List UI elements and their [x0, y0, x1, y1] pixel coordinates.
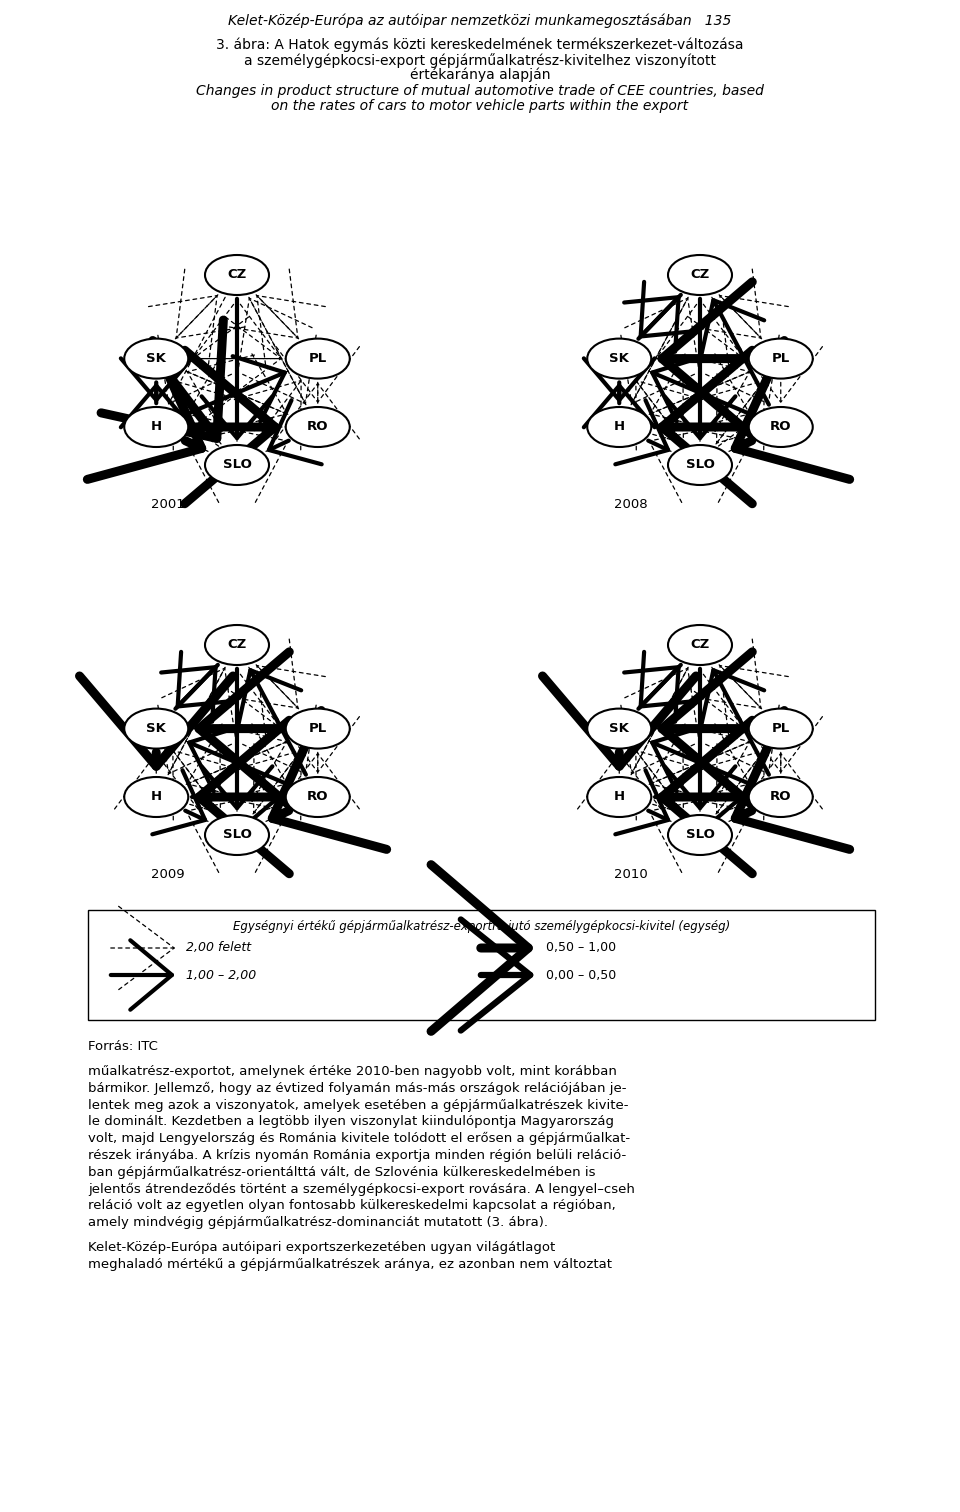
Text: CZ: CZ: [690, 638, 709, 652]
Ellipse shape: [286, 709, 349, 748]
Text: 0,00 – 0,50: 0,00 – 0,50: [546, 969, 616, 981]
Text: jelentős átrendeződés történt a személygépkocsi-export rovására. A lengyel–cseh: jelentős átrendeződés történt a személyg…: [88, 1182, 635, 1196]
Text: SK: SK: [146, 352, 166, 364]
Ellipse shape: [588, 407, 651, 448]
Text: H: H: [613, 420, 625, 434]
Ellipse shape: [205, 256, 269, 295]
Text: RO: RO: [770, 791, 791, 803]
Text: PL: PL: [772, 352, 790, 364]
Text: reláció volt az egyetlen olyan fontosabb külkereskedelmi kapcsolat a régióban,: reláció volt az egyetlen olyan fontosabb…: [88, 1199, 615, 1213]
Ellipse shape: [286, 339, 349, 378]
Text: Egységnyi értékű gépjárműalkatrész-exportra jutó személygépkocsi-kivitel (egység: Egységnyi értékű gépjárműalkatrész-expor…: [233, 919, 731, 933]
Text: a személygépkocsi-export gépjárműalkatrész-kivitelhez viszonyított: a személygépkocsi-export gépjárműalkatré…: [244, 53, 716, 68]
Ellipse shape: [668, 624, 732, 665]
Text: CZ: CZ: [228, 269, 247, 281]
Ellipse shape: [286, 777, 349, 816]
Text: Kelet-Közép-Európa az autóipar nemzetközi munkamegosztásában   135: Kelet-Közép-Európa az autóipar nemzetköz…: [228, 14, 732, 29]
Text: CZ: CZ: [228, 638, 247, 652]
Text: SLO: SLO: [223, 458, 252, 472]
Ellipse shape: [668, 815, 732, 854]
Text: bármikor. Jellemző, hogy az évtized folyamán más-más országok relációjában je-: bármikor. Jellemző, hogy az évtized foly…: [88, 1081, 627, 1095]
Text: le dominált. Kezdetben a legtöbb ilyen viszonylat kiindulópontja Magyarország: le dominált. Kezdetben a legtöbb ilyen v…: [88, 1116, 614, 1128]
Ellipse shape: [124, 339, 188, 378]
Ellipse shape: [588, 339, 651, 378]
Text: on the rates of cars to motor vehicle parts within the export: on the rates of cars to motor vehicle pa…: [272, 98, 688, 113]
Ellipse shape: [749, 339, 813, 378]
Text: SK: SK: [146, 723, 166, 735]
Text: CZ: CZ: [690, 269, 709, 281]
Ellipse shape: [668, 445, 732, 485]
Text: Kelet-Közép-Európa autóipari exportszerkezetében ugyan világátlagot: Kelet-Közép-Európa autóipari exportszerk…: [88, 1241, 555, 1253]
Ellipse shape: [588, 777, 651, 816]
Text: H: H: [151, 791, 162, 803]
Ellipse shape: [588, 709, 651, 748]
Ellipse shape: [286, 407, 349, 448]
Text: volt, majd Lengyelország és Románia kivitele tolódott el erősen a gépjárműalkat-: volt, majd Lengyelország és Románia kivi…: [88, 1132, 630, 1146]
Ellipse shape: [205, 445, 269, 485]
Text: lentek meg azok a viszonyatok, amelyek esetében a gépjárműalkatrészek kivite-: lentek meg azok a viszonyatok, amelyek e…: [88, 1099, 629, 1111]
Text: 2008: 2008: [614, 499, 648, 511]
Text: H: H: [613, 791, 625, 803]
Bar: [88, 910, 875, 1021]
Text: Forrás: ITC: Forrás: ITC: [88, 1040, 157, 1052]
Ellipse shape: [124, 407, 188, 448]
Text: SK: SK: [610, 352, 629, 364]
Ellipse shape: [668, 256, 732, 295]
Ellipse shape: [749, 777, 813, 816]
Text: 2009: 2009: [152, 868, 185, 881]
Text: 2001: 2001: [152, 499, 185, 511]
Text: PL: PL: [308, 352, 326, 364]
Text: műalkatrész-exportot, amelynek értéke 2010-ben nagyobb volt, mint korábban: műalkatrész-exportot, amelynek értéke 20…: [88, 1064, 617, 1078]
Text: 1,00 – 2,00: 1,00 – 2,00: [186, 969, 256, 981]
Text: PL: PL: [772, 723, 790, 735]
Text: SLO: SLO: [223, 829, 252, 842]
Text: RO: RO: [307, 420, 328, 434]
Text: SLO: SLO: [685, 458, 714, 472]
Text: PL: PL: [308, 723, 326, 735]
Ellipse shape: [205, 624, 269, 665]
Text: Changes in product structure of mutual automotive trade of CEE countries, based: Changes in product structure of mutual a…: [196, 85, 764, 98]
Text: 2010: 2010: [614, 868, 648, 881]
Text: amely mindvégig gépjárműalkatrész-dominanciát mutatott (3. ábra).: amely mindvégig gépjárműalkatrész-domina…: [88, 1216, 548, 1229]
Text: ban gépjárműalkatrész-orientálttá vált, de Szlovénia külkereskedelmében is: ban gépjárműalkatrész-orientálttá vált, …: [88, 1166, 595, 1179]
Text: SLO: SLO: [685, 829, 714, 842]
Text: 2,00 felett: 2,00 felett: [186, 942, 252, 954]
Text: H: H: [151, 420, 162, 434]
Text: SK: SK: [610, 723, 629, 735]
Text: 0,50 – 1,00: 0,50 – 1,00: [546, 942, 616, 954]
Ellipse shape: [205, 815, 269, 854]
Text: RO: RO: [307, 791, 328, 803]
Ellipse shape: [124, 709, 188, 748]
Text: 3. ábra: A Hatok egymás közti kereskedelmének termékszerkezet-változása: 3. ábra: A Hatok egymás közti kereskedel…: [216, 38, 744, 53]
Text: meghaladó mértékű a gépjárműalkatrészek aránya, ez azonban nem változtat: meghaladó mértékű a gépjárműalkatrészek …: [88, 1258, 612, 1270]
Ellipse shape: [749, 709, 813, 748]
Ellipse shape: [749, 407, 813, 448]
Text: értékaránya alapján: értékaránya alapján: [410, 68, 550, 83]
Text: RO: RO: [770, 420, 791, 434]
Ellipse shape: [124, 777, 188, 816]
Text: részek irányába. A krízis nyomán Románia exportja minden régión belüli reláció-: részek irányába. A krízis nyomán Románia…: [88, 1149, 626, 1163]
